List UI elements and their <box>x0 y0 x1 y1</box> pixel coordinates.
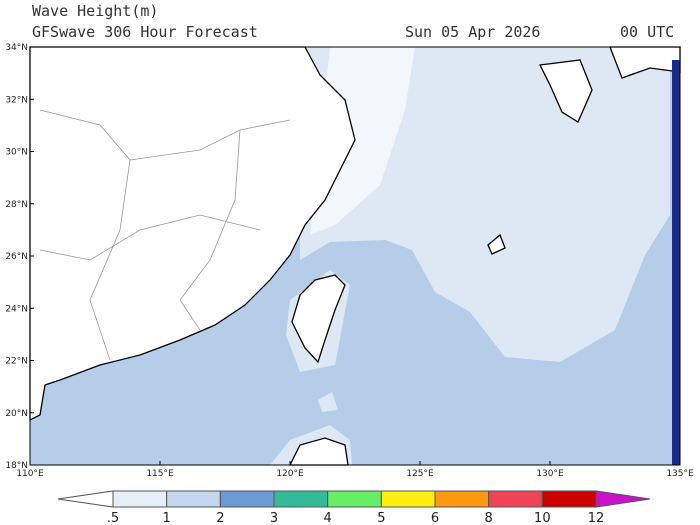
lat-label: 30°N <box>5 148 28 158</box>
lon-label: 120°E <box>276 469 304 479</box>
lat-label: 20°N <box>5 409 28 419</box>
colorbar-label: 12 <box>588 511 605 525</box>
colorbar-box <box>380 490 436 508</box>
time: 00 UTC <box>620 23 674 41</box>
lat-label: 18°N <box>5 461 28 471</box>
lon-label: 125°E <box>406 469 434 479</box>
colorbar-box <box>434 490 490 508</box>
colorbar-label: 4 <box>324 511 332 525</box>
subtitle: GFSwave 306 Hour Forecast <box>32 23 258 41</box>
lon-label: 110°E <box>16 469 44 479</box>
colorbar-label: 1 <box>163 511 171 525</box>
colorbar-label: 3 <box>270 511 278 525</box>
colorbar-label: .5 <box>107 511 119 525</box>
luzon-shadow <box>318 392 338 412</box>
edge-strip <box>672 60 680 465</box>
province-borders <box>39 214 261 261</box>
colorbar-box <box>488 490 543 508</box>
lon-label: 130°E <box>536 469 564 479</box>
mainland <box>29 46 356 422</box>
colorbar-label: 5 <box>377 511 385 525</box>
colorbar-box <box>112 490 168 508</box>
colorbar-box <box>273 490 329 508</box>
lat-label: 28°N <box>5 200 28 210</box>
colorbar-low <box>57 490 114 508</box>
lon-label: 135°E <box>666 469 694 479</box>
lat-label: 26°N <box>5 252 28 262</box>
colorbar-label: 8 <box>485 511 493 525</box>
province-borders <box>39 109 291 161</box>
colorbar-high <box>595 490 651 508</box>
title: Wave Height(m) <box>32 2 158 20</box>
colorbar-label: 2 <box>216 511 224 525</box>
colorbar-box <box>327 490 382 508</box>
okinawa <box>487 233 506 255</box>
lat-label: 32°N <box>5 95 28 105</box>
lat-label: 34°N <box>5 43 28 53</box>
lat-label: 24°N <box>5 304 28 314</box>
colorbar-label: 10 <box>534 511 551 525</box>
province-borders <box>179 129 241 331</box>
kyushu <box>539 59 593 123</box>
colorbar-box <box>219 490 275 508</box>
colorbar-label: 6 <box>431 511 439 525</box>
date: Sun 05 Apr 2026 <box>405 23 540 41</box>
lon-label: 115°E <box>146 469 174 479</box>
colorbar-box <box>166 490 221 508</box>
taiwan <box>291 274 346 364</box>
colorbar-box <box>541 490 597 508</box>
province-borders <box>89 159 131 361</box>
lat-label: 22°N <box>5 357 28 367</box>
map <box>29 46 681 466</box>
